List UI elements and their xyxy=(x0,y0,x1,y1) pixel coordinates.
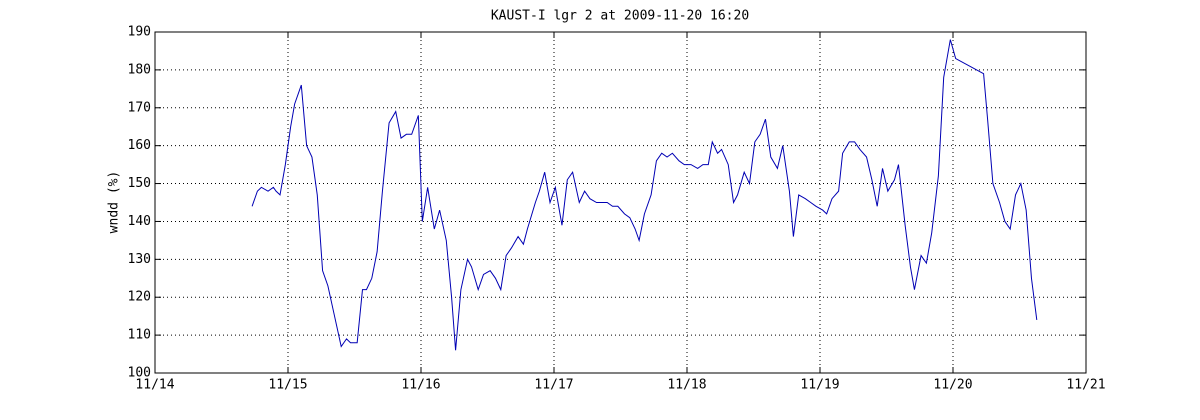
x-tick-label: 11/19 xyxy=(800,378,839,393)
y-tick-label: 100 xyxy=(128,366,151,381)
x-tick-label: 11/20 xyxy=(933,378,972,393)
x-tick-label: 11/17 xyxy=(534,378,573,393)
y-tick-label: 160 xyxy=(128,138,151,153)
y-tick-label: 190 xyxy=(128,25,151,40)
data-line xyxy=(251,39,1038,351)
y-tick-label: 120 xyxy=(128,290,151,305)
plot-frame xyxy=(154,31,1087,374)
y-tick-label: 180 xyxy=(128,62,151,77)
x-tick-label: 11/18 xyxy=(667,378,706,393)
y-tick-label: 150 xyxy=(128,176,151,191)
chart-title: KAUST-I lgr 2 at 2009-11-20 16:20 xyxy=(491,9,749,24)
y-tick-label: 140 xyxy=(128,214,151,229)
y-tick-label: 170 xyxy=(128,100,151,115)
y-tick-label: 130 xyxy=(128,252,151,267)
x-tick-label: 11/16 xyxy=(401,378,440,393)
x-tick-label: 11/15 xyxy=(268,378,307,393)
x-tick-label: 11/14 xyxy=(135,378,174,393)
y-tick-label: 110 xyxy=(128,328,151,343)
x-tick-label: 11/21 xyxy=(1066,378,1105,393)
y-axis-label: wndd (%) xyxy=(107,171,122,234)
